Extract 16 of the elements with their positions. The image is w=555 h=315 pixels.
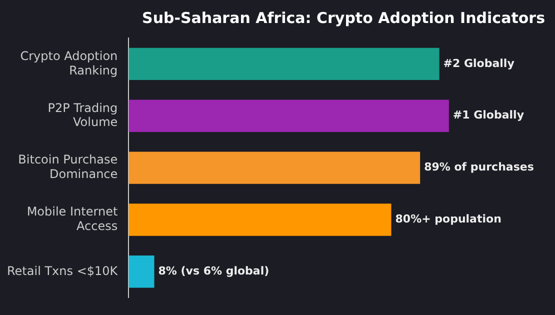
y-tick-label: Mobile Internet Access: [26, 204, 118, 234]
bar: [128, 152, 420, 184]
y-tick-label: P2P Trading Volume: [48, 100, 118, 130]
y-tick-label: Retail Txns <$10K: [7, 264, 119, 278]
chart-title: Sub-Saharan Africa: Crypto Adoption Indicators: [142, 8, 546, 27]
y-tick-label: Bitcoin Purchase Dominance: [18, 152, 118, 182]
annotation: #1 Globally: [452, 108, 524, 122]
y-tick-label: Crypto Adoption Ranking: [20, 48, 118, 78]
bar: [128, 204, 392, 236]
annotation: 8% (vs 6% global): [158, 264, 270, 278]
bar: [128, 100, 449, 132]
bar: [128, 48, 440, 80]
annotation: #2 Globally: [443, 56, 514, 70]
annotation: 80%+ population: [395, 212, 502, 226]
annotation: 89% of purchases: [424, 160, 534, 174]
bar: [128, 256, 154, 288]
